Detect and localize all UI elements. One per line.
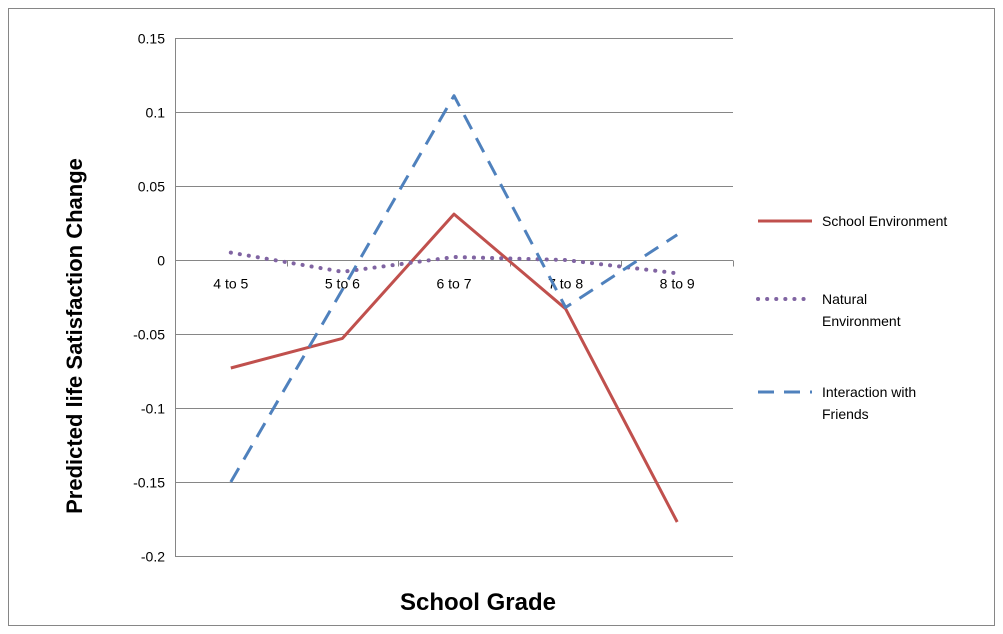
- x-tick-label: 5 to 6: [325, 276, 360, 292]
- y-tick-label: 0: [157, 253, 165, 269]
- y-tick-label: -0.2: [141, 549, 165, 565]
- series-line-0: [230, 212, 679, 523]
- legend-label: Environment: [822, 313, 901, 329]
- gridlines: [175, 38, 733, 557]
- legend-label: Friends: [822, 406, 869, 422]
- y-tick-label: 0.1: [146, 105, 166, 121]
- x-tick-label: 7 to 8: [548, 276, 583, 292]
- legend-label: Interaction with: [822, 384, 916, 400]
- chart-border: [8, 8, 995, 626]
- y-tick-label: -0.05: [133, 327, 165, 343]
- series-lines: [228, 94, 680, 523]
- y-tick-labels: 0.15 0.1 0.05 0 -0.05 -0.1 -0.15 -0.2: [133, 31, 165, 565]
- series-line-1: [228, 250, 680, 276]
- y-axis-title: Predicted life Satisfaction Change: [62, 158, 87, 514]
- y-tick-label: -0.1: [141, 401, 165, 417]
- x-tick-label: 4 to 5: [213, 276, 248, 292]
- legend-label: School Environment: [822, 213, 947, 229]
- y-tick-label: 0.05: [138, 179, 165, 195]
- legend: School Environment Natural Environment Inte…: [756, 213, 947, 422]
- y-tick-label: -0.15: [133, 475, 165, 491]
- y-tick-label: 0.15: [138, 31, 165, 47]
- series-line-2: [229, 94, 679, 483]
- x-tick-label: 8 to 9: [660, 276, 695, 292]
- x-tick-labels: 4 to 5 5 to 6 6 to 7 7 to 8 8 to 9: [213, 276, 695, 292]
- legend-label: Natural: [822, 291, 867, 307]
- x-tick-label: 6 to 7: [436, 276, 471, 292]
- x-axis-title: School Grade: [400, 589, 556, 616]
